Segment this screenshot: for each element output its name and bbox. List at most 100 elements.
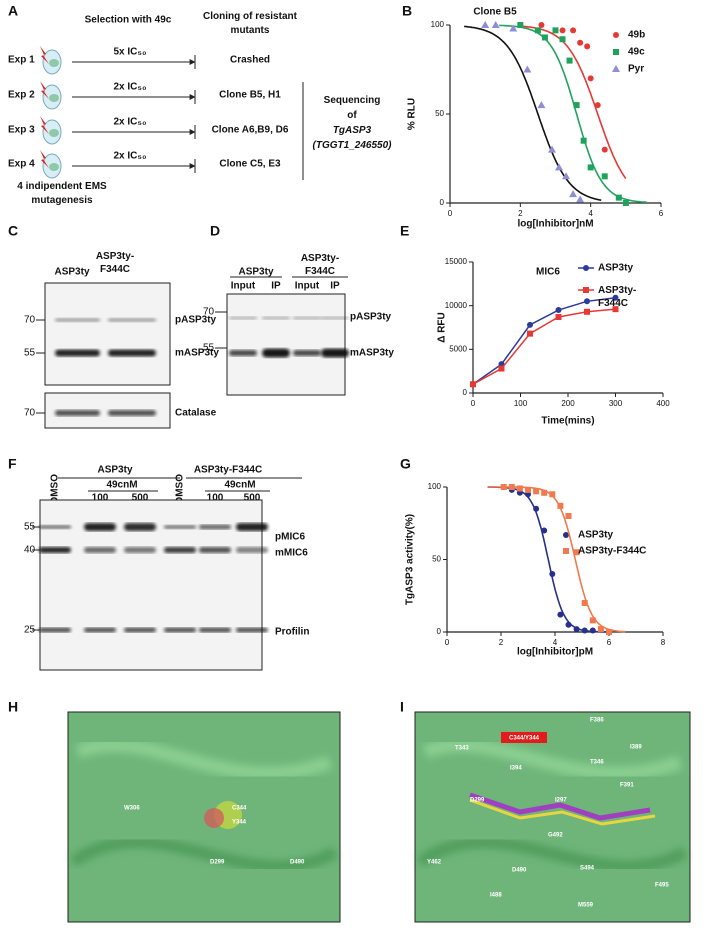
blot-band bbox=[39, 525, 71, 529]
blot-band bbox=[229, 350, 257, 356]
legend-label: ASP3ty bbox=[578, 530, 613, 541]
mw-marker: 70 bbox=[24, 408, 36, 419]
point bbox=[622, 200, 629, 206]
legend-label: 49b bbox=[628, 30, 645, 41]
residue-label: D490 bbox=[290, 860, 305, 866]
residue-label: F391 bbox=[620, 783, 634, 789]
band-label: mASP3ty bbox=[175, 348, 219, 359]
parasite-icon bbox=[40, 116, 62, 145]
x-tick-label: 0 bbox=[448, 209, 453, 218]
blot-band bbox=[84, 547, 116, 553]
lane-label: 49cnM bbox=[106, 480, 137, 491]
panel-letter: D bbox=[210, 223, 220, 239]
point bbox=[557, 502, 564, 509]
fit-curve bbox=[464, 25, 602, 201]
mw-marker: 70 bbox=[203, 307, 215, 318]
blot-band bbox=[124, 547, 156, 553]
point bbox=[584, 308, 590, 315]
ribbon bbox=[416, 836, 688, 873]
x-tick-label: 100 bbox=[514, 399, 528, 408]
point bbox=[615, 194, 622, 201]
point bbox=[517, 22, 524, 28]
point bbox=[498, 365, 505, 372]
y-tick-label: 0 bbox=[463, 388, 468, 397]
residue-label: D299 bbox=[210, 860, 225, 866]
y-tick-label: 50 bbox=[435, 109, 444, 118]
x-tick-label: 200 bbox=[561, 399, 575, 408]
legend-label-line: ASP3ty- bbox=[598, 285, 636, 296]
y-tick-label: 10000 bbox=[445, 301, 468, 310]
group-label: ASP3ty- F344C bbox=[301, 253, 339, 277]
panel-letter: G bbox=[400, 456, 411, 472]
cloning-title-line: Cloning of resistant bbox=[203, 11, 298, 22]
y-tick-label: 15000 bbox=[445, 257, 468, 266]
lane-label: Input bbox=[295, 281, 320, 292]
point bbox=[573, 626, 580, 633]
experiment: Exp 4 bbox=[8, 159, 35, 170]
result: Clone A6,B9, D6 bbox=[212, 125, 289, 136]
residue-label: M559 bbox=[578, 903, 594, 909]
y-tick-label: 100 bbox=[428, 482, 442, 491]
mw-marker: 40 bbox=[24, 545, 36, 556]
legend-label: ASP3ty bbox=[598, 263, 633, 274]
blot-frame bbox=[44, 282, 171, 386]
legend-marker bbox=[612, 65, 620, 72]
blot-band bbox=[124, 523, 156, 531]
point bbox=[612, 294, 619, 301]
lane-label: ASP3ty- F344C bbox=[96, 251, 134, 275]
y-tick-label: 0 bbox=[437, 627, 442, 636]
legend-marker bbox=[613, 49, 619, 55]
fit-curve bbox=[499, 24, 647, 204]
lane-label: 49cnM bbox=[224, 480, 255, 491]
legend-marker bbox=[583, 287, 589, 293]
lane-label: IP bbox=[271, 281, 281, 292]
blot-band bbox=[108, 318, 156, 322]
point bbox=[587, 164, 594, 171]
y-axis-label: Δ RFU bbox=[437, 312, 448, 343]
axes bbox=[446, 487, 663, 633]
point bbox=[576, 195, 585, 203]
panel-letter: F bbox=[8, 456, 17, 472]
mw-marker: 55 bbox=[24, 522, 36, 533]
dose: 2x IC₅₀ bbox=[114, 82, 147, 93]
mutagenesis-line: 4 indipendent EMS bbox=[17, 181, 107, 192]
residue-label: S494 bbox=[580, 866, 595, 872]
point bbox=[570, 27, 577, 34]
sequencing-line: of bbox=[347, 110, 357, 121]
y-axis-label: % RLU bbox=[407, 98, 418, 130]
point bbox=[509, 24, 518, 32]
point bbox=[581, 600, 588, 606]
point bbox=[547, 145, 556, 153]
sphere bbox=[204, 808, 224, 828]
band-label: pASP3ty bbox=[175, 315, 217, 326]
point bbox=[601, 146, 608, 153]
blot-band bbox=[164, 547, 196, 553]
residue-label: G492 bbox=[548, 833, 563, 839]
blot-band bbox=[108, 410, 156, 416]
ribbon bbox=[422, 738, 683, 781]
point bbox=[481, 21, 490, 28]
x-tick-label: 2 bbox=[499, 638, 504, 647]
blot-band bbox=[39, 547, 71, 553]
mutagenesis: 4 indipendent EMS mutagenesis bbox=[17, 181, 107, 206]
parasite-icon bbox=[40, 150, 62, 179]
fit-curve bbox=[487, 486, 626, 633]
residue-label: I297 bbox=[555, 798, 567, 804]
point bbox=[565, 513, 572, 519]
blot-band bbox=[55, 410, 100, 416]
x-tick-label: 300 bbox=[609, 399, 623, 408]
blot-band bbox=[199, 547, 231, 553]
point bbox=[533, 488, 540, 495]
chart-title: MIC6 bbox=[536, 267, 560, 278]
residue-label: Y344 bbox=[232, 820, 247, 826]
residue-label: C344 bbox=[232, 806, 247, 812]
parasite-icon bbox=[40, 81, 62, 110]
result: Clone B5, H1 bbox=[219, 90, 281, 101]
legend-label: ASP3ty- F344C bbox=[598, 285, 636, 309]
blot-band bbox=[199, 627, 231, 633]
point bbox=[552, 27, 559, 34]
group-label: ASP3ty bbox=[238, 267, 273, 278]
point bbox=[555, 163, 564, 171]
point bbox=[601, 173, 608, 180]
point bbox=[584, 298, 590, 305]
